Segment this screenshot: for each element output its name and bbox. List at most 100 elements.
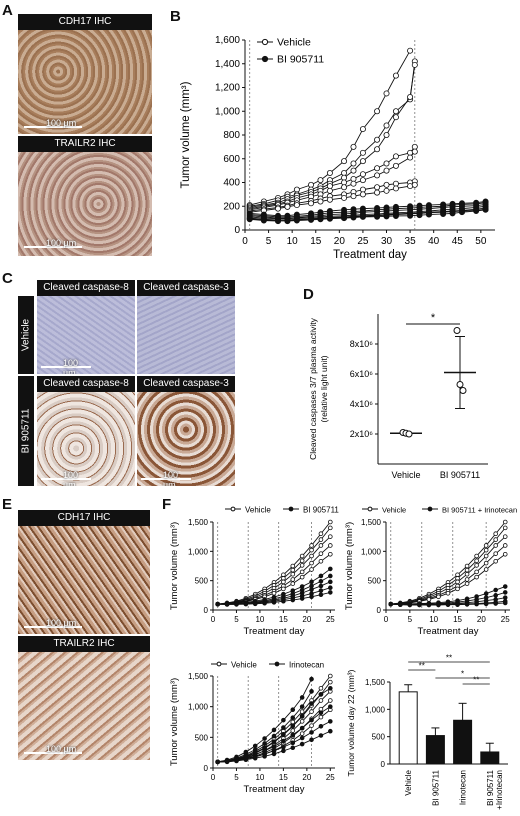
vehicle-series-point (328, 673, 333, 679)
vehicle-series-point (392, 185, 399, 192)
vehicle-series-point (299, 731, 305, 736)
vehicle-series-point (359, 191, 366, 198)
y-axis-title: Tumor volume (mm³) (169, 678, 180, 766)
treatment-series-point (262, 736, 267, 741)
vehicle-series-point (309, 553, 314, 559)
x-axis-title: Treatment day (244, 784, 305, 795)
panel-d-caspase-chart: 2x10⁶ 4x10⁶ 6x10⁶ 8x10⁶ Vehicle BI 905711 Clea… (308, 312, 488, 480)
y-axis-title: Tumor volume (mm³) (180, 81, 192, 188)
y-tick-label: 1,000 (188, 547, 209, 556)
panel-f-combination-chart: 0 500 1,000 1,500 0 5 10 15 20 25 Treatment day Tum… (344, 506, 517, 638)
treatment-series-point (252, 743, 258, 749)
legend-marker (288, 506, 294, 512)
vehicle-series-point (502, 525, 508, 531)
y-tick-label: 0 (204, 764, 209, 773)
vehicle-series-point (328, 551, 333, 557)
x-tick-label: 5 (234, 615, 239, 624)
vehicle-series-point (464, 563, 470, 569)
bar (453, 719, 473, 765)
treatment-series-point (309, 587, 314, 592)
treatment-series-point (318, 573, 324, 579)
treatment-series-point (299, 741, 305, 747)
vehicle-series-point (502, 534, 508, 539)
vehicle-series-point (392, 72, 399, 79)
vehicle-series-point (290, 567, 296, 573)
data-point (453, 327, 461, 334)
significance-star: * (431, 312, 436, 324)
treatment-series-line (249, 209, 486, 222)
treatment-series-point (293, 217, 300, 224)
x-category-label: Vehicle (404, 769, 413, 795)
treatment-series-point (445, 602, 451, 608)
vehicle-series-point (308, 200, 315, 207)
y-tick-label: 1,500 (361, 518, 382, 527)
treatment-series-point (290, 745, 296, 751)
significance-stars: ** (473, 676, 479, 685)
vehicle-series-point (383, 160, 390, 167)
bar (480, 751, 500, 765)
vehicle-series-point (359, 171, 366, 178)
y-axis-title: Tumor volume (mm³) (169, 522, 180, 610)
data-point (456, 381, 464, 388)
y-tick-label: 500 (195, 577, 209, 586)
panel-c-casp8-header: Cleaved caspase-8 (37, 280, 135, 296)
vehicle-series-point (374, 136, 381, 143)
x-tick-label: 0 (242, 236, 248, 247)
treatment-series-line (249, 208, 486, 222)
bar (398, 691, 418, 765)
treatment-series-point (328, 728, 333, 734)
vehicle-series-point (318, 685, 324, 691)
y-tick-label: 1,000 (365, 705, 386, 714)
panel-e-trailr2-image: 100 µm (18, 652, 150, 760)
vehicle-series-point (326, 196, 333, 203)
y-tick-label: 1,600 (215, 35, 240, 46)
treatment-series-point (281, 725, 286, 730)
vehicle-series-point (309, 543, 314, 548)
treatment-series-point (260, 216, 267, 223)
vehicle-series-point (281, 579, 286, 585)
treatment-series-point (318, 710, 324, 716)
vehicle-series-point (299, 563, 305, 568)
vehicle-series-point (383, 181, 390, 188)
treatment-series-point (284, 218, 291, 225)
vehicle-series-point (290, 563, 296, 569)
treatment-series-point (271, 751, 277, 757)
bar (425, 735, 445, 765)
y-tick-label: 600 (223, 154, 240, 165)
treatment-series-line (249, 201, 486, 217)
vehicle-series-point (407, 94, 414, 101)
vehicle-series-line (249, 184, 415, 213)
vehicle-series-point (502, 543, 508, 548)
vehicle-series-point (293, 202, 300, 209)
vehicle-series-point (341, 184, 348, 191)
x-tick-label: 10 (255, 615, 264, 624)
treatment-series-point (449, 210, 456, 217)
treatment-series-point (271, 600, 277, 605)
x-tick-label: 20 (302, 773, 311, 782)
vehicle-series-point (493, 551, 498, 556)
treatment-series-point (290, 723, 296, 728)
treatment-series-point (262, 754, 267, 759)
treatment-series-point (290, 707, 296, 713)
y-tick-label: 1,000 (361, 547, 382, 556)
vehicle-series-point (359, 126, 366, 133)
x-category-label: Vehicle (391, 470, 420, 480)
panel-f-label: F (162, 496, 172, 513)
treatment-series-line (249, 204, 486, 219)
treatment-series-point (318, 588, 324, 593)
treatment-series-point (215, 601, 220, 607)
vehicle-series-point (411, 181, 418, 188)
vehicle-series-point (383, 167, 390, 174)
vehicle-series-point (464, 577, 470, 582)
legend-label: Vehicle (382, 506, 406, 515)
vehicle-series-point (328, 525, 333, 531)
vehicle-series-point (281, 586, 286, 592)
treatment-series-point (318, 733, 324, 738)
vehicle-series-point (474, 563, 479, 568)
x-tick-label: 5 (266, 236, 272, 247)
x-tick-label: 40 (428, 236, 440, 247)
treatment-series-point (328, 573, 333, 579)
vehicle-series-point (374, 165, 381, 172)
treatment-series-point (246, 215, 253, 222)
vehicle-series-point (502, 519, 508, 525)
